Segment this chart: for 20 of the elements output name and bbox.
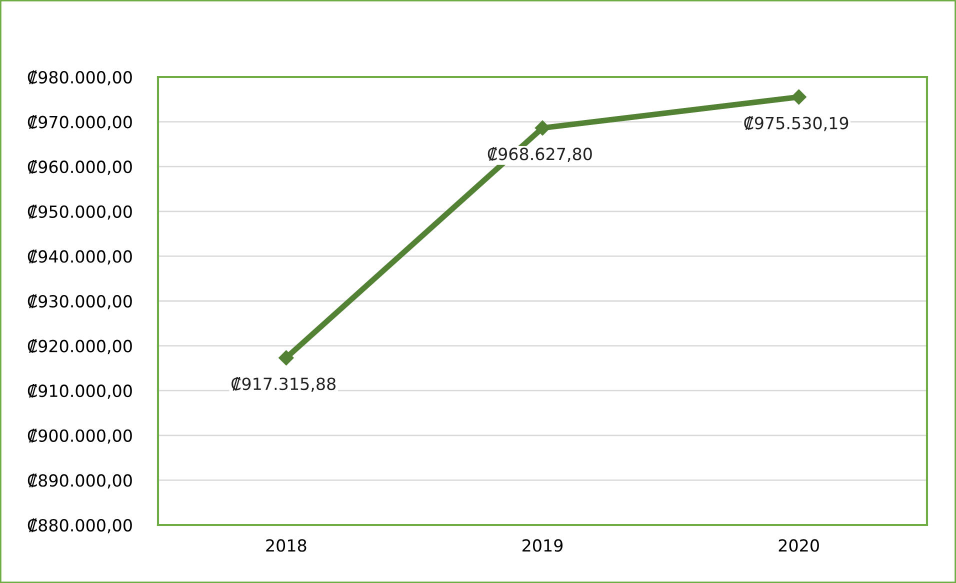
- y-tick-label: ₡920.000,00: [28, 339, 132, 354]
- x-tick-label: 2018: [266, 539, 306, 552]
- y-tick-label: ₡970.000,00: [28, 115, 132, 130]
- y-tick-label: ₡890.000,00: [28, 474, 132, 488]
- point: [534, 120, 550, 136]
- y-tick-label: ₡900.000,00: [28, 428, 132, 444]
- y-tick-label: ₡940.000,00: [28, 250, 132, 264]
- y-tick-label: ₡960.000,00: [28, 160, 132, 175]
- data-label: ₡975.530,19: [744, 116, 848, 132]
- y-tick-label: ₡910.000,00: [28, 384, 132, 399]
- y-tick-label: ₡950.000,00: [28, 204, 132, 220]
- y-tick-label: ₡980.000,00: [28, 70, 132, 86]
- y-tick-label: ₡930.000,00: [28, 294, 132, 310]
- point: [278, 350, 294, 366]
- point: [791, 89, 806, 105]
- x-tick-label: 2019: [522, 539, 563, 552]
- x-tick-label: 2020: [778, 539, 819, 552]
- y-tick-label: ₡880.000,00: [28, 518, 132, 534]
- data-label: ₡917.315,88: [232, 376, 336, 392]
- data-label: ₡968.627,80: [488, 147, 592, 162]
